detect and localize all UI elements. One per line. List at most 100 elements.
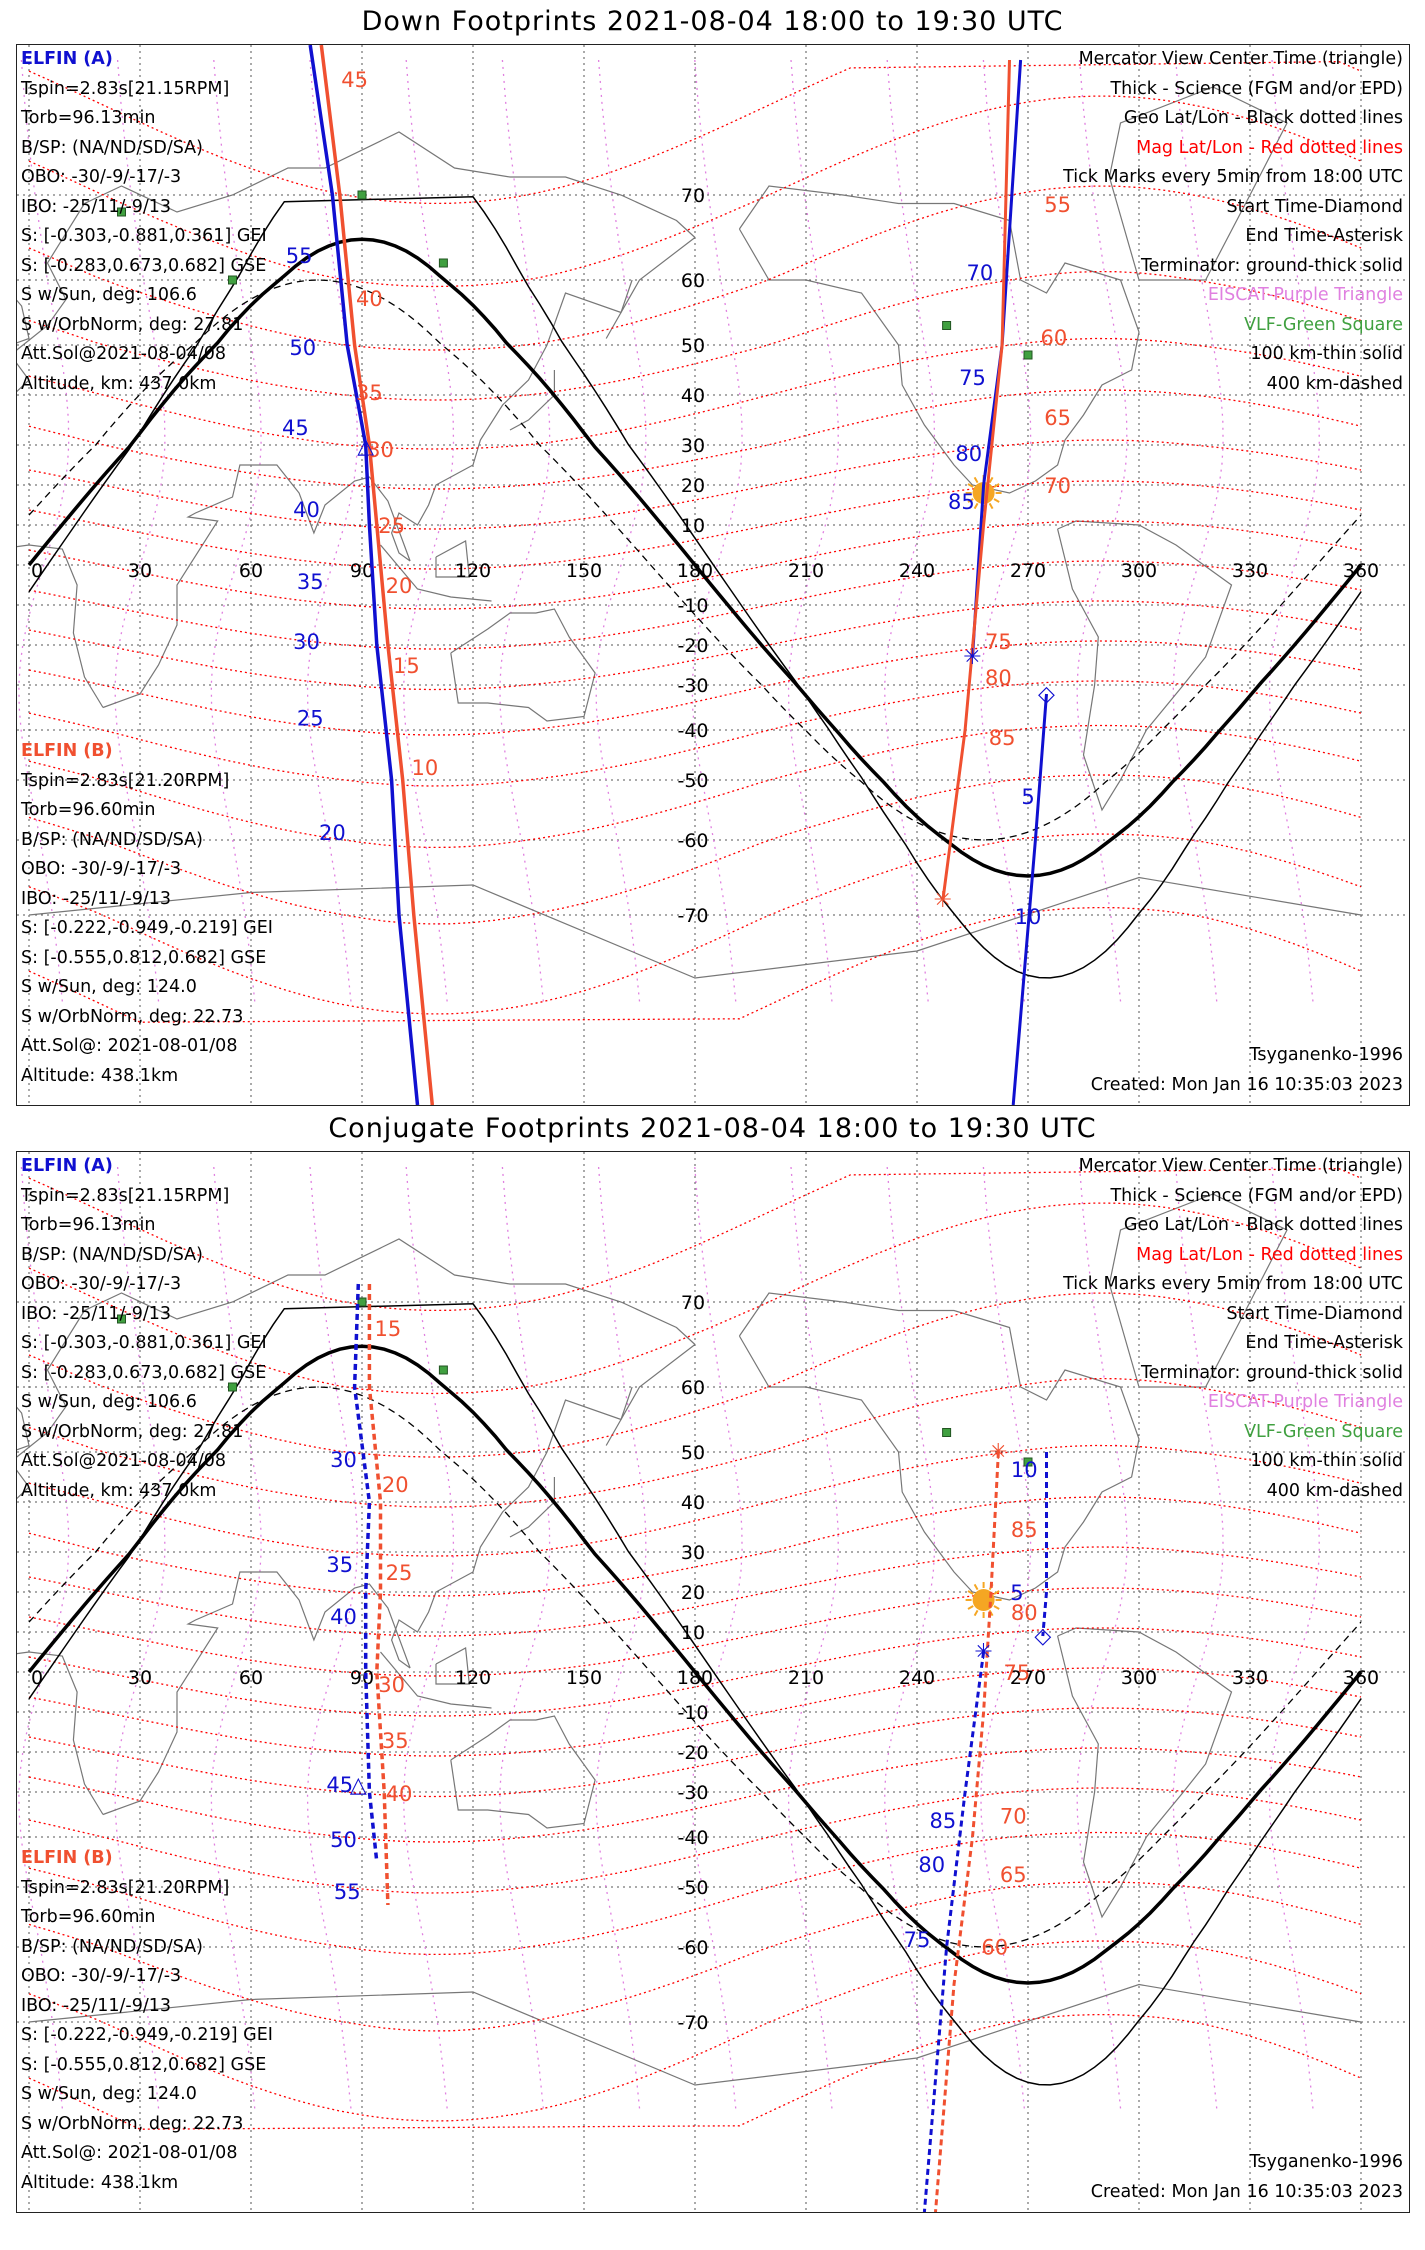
- elfin-b-tick-label: 70: [1000, 1805, 1027, 1829]
- elfin-b-tick-label: 80: [1011, 1601, 1038, 1625]
- elfin-b-ibo: IBO: -25/11/-9/13: [21, 1995, 172, 2016]
- elfin-a-tick-label: 80: [918, 1853, 945, 1877]
- down-coastline: [1057, 520, 1233, 812]
- down-mag-latitude: [28, 560, 1362, 650]
- down-lshell-line: [691, 59, 743, 1006]
- elfin-a-tick-label: 5: [1021, 785, 1034, 809]
- conj-lat-label: 20: [681, 1582, 705, 1604]
- down-lat-label: -50: [677, 770, 708, 792]
- conj-lshell-line: [691, 1166, 743, 2113]
- down-lon-label: 60: [239, 560, 263, 582]
- elfin-a-bsp: B/SP: (NA/ND/SD/SA): [21, 137, 203, 158]
- down-coastline: [102, 464, 411, 709]
- elfin-b-track-west: [319, 45, 435, 1105]
- elfin-a-info-conj: ELFIN (A) Tspin=2.83s[21.15RPM] Torb=96.…: [21, 1152, 267, 1506]
- elfin-a-s-gei: S: [-0.303,-0.881,0.361] GEI: [21, 226, 267, 246]
- conj-mag-latitude: [28, 1747, 1362, 1843]
- elfin-a-attsol: Att.Sol@2021-08-04/08: [21, 344, 226, 364]
- conj-mag-latitude: [28, 1167, 1362, 1312]
- legend-geo-grid: Geo Lat/Lon - Black dotted lines: [1123, 108, 1403, 128]
- conj-lshell-line: [210, 1166, 262, 2113]
- legend-science: Thick - Science (FGM and/or EPD): [1110, 78, 1403, 99]
- elfin-a-tick-label: 85: [948, 490, 975, 514]
- legend-vlf: VLF-Green Square: [1244, 314, 1403, 335]
- down-lat-label: 50: [681, 335, 705, 357]
- conj-mag-latitude: [28, 1707, 1362, 1798]
- down-lat-label: 40: [681, 385, 705, 407]
- elfin-a-tick-label: 25: [297, 707, 324, 731]
- legend-mag-grid: Mag Lat/Lon - Red dotted lines: [1136, 1244, 1403, 1265]
- down-lon-label: 90: [350, 560, 374, 582]
- down-vlf-square: [117, 207, 126, 217]
- elfin-a-conj-track-east: [922, 1651, 986, 2212]
- elfin-a-s-gse: S: [-0.283,0.673,0.682] GSE: [21, 1362, 267, 1383]
- legend-vlf: VLF-Green Square: [1244, 1421, 1403, 1442]
- legend-view-center: Mercator View Center Time (triangle): [1078, 49, 1403, 69]
- down-lon-label: 240: [899, 560, 935, 582]
- conj-vlf-square: [357, 1297, 367, 1307]
- down-coastline: [605, 279, 633, 339]
- down-lon-label: 330: [1232, 560, 1268, 582]
- elfin-a-sun-angle: S w/Sun, deg: 106.6: [21, 285, 197, 305]
- down-lshell-line: [210, 59, 262, 1006]
- conj-lon-label: 270: [1010, 1667, 1046, 1689]
- down-lshell-line: [787, 59, 839, 1006]
- model-label: Tsyganenko-1996: [1249, 1045, 1403, 1065]
- legend-eiscat: EISCAT-Purple Triangle: [1207, 1392, 1403, 1412]
- elfin-a-altitude: Altitude, km: 437.0km: [21, 373, 217, 394]
- conj-coastline: [380, 1651, 492, 1709]
- conj-coastline: [509, 1477, 555, 1538]
- elfin-b-s-gse: S: [-0.555,0.812,0.682] GSE: [21, 2054, 267, 2075]
- down-lon-label: 30: [128, 560, 152, 582]
- down-lon-label: 150: [566, 560, 602, 582]
- conj-lat-label: 70: [681, 1292, 705, 1314]
- down-sun-ray: [993, 483, 1000, 488]
- conj-coastline: [17, 1406, 30, 1451]
- elfin-a-tick-label: 40: [330, 1605, 357, 1629]
- conj-lon-label: 180: [677, 1667, 713, 1689]
- elfin-b-tick-label: 15: [375, 1317, 402, 1341]
- elfin-b-tick-label: 20: [382, 1473, 409, 1497]
- elfin-b-bsp: B/SP: (NA/ND/SD/SA): [21, 829, 203, 850]
- legend-end-time: End Time-Asterisk: [1245, 1333, 1403, 1353]
- elfin-b-obo: OBO: -30/-9/-17/-3: [21, 1966, 182, 1986]
- conj-lat-label: 60: [681, 1377, 705, 1399]
- legend-mag-grid: Mag Lat/Lon - Red dotted lines: [1136, 137, 1403, 158]
- legend-terminator: Terminator: ground-thick solid: [1140, 1362, 1403, 1383]
- conj-lat-label: -60: [677, 1937, 708, 1959]
- legend: Mercator View Center Time (triangle) Thi…: [1063, 45, 1403, 399]
- legend-400km: 400 km-dashed: [1266, 1480, 1403, 1501]
- conj-coastline: [1108, 1193, 1288, 1388]
- elfin-b-torb: Torb=96.60min: [21, 1907, 156, 1927]
- elfin-b-tick-label: 85: [989, 726, 1016, 750]
- conj-coastline: [17, 1238, 696, 1500]
- elfin-a-tick-label: 50: [330, 1828, 357, 1852]
- down-coastline: [1108, 86, 1288, 281]
- elfin-b-tick-label: 10: [412, 756, 439, 780]
- legend-400km: 400 km-dashed: [1266, 373, 1403, 394]
- conj-lon-label: 300: [1121, 1667, 1157, 1689]
- conj-lshell-line: [980, 1166, 1032, 2113]
- elfin-a-conj-track-east-start: [1041, 1452, 1048, 1637]
- down-coastline: [17, 131, 696, 393]
- conjugate-footprints-map: 0 30 60 90 120 150 180 210 240 270 300 330 360 70 60 50…: [16, 1151, 1410, 2213]
- conj-lon-label: 0: [31, 1667, 43, 1689]
- conj-lon-label: 120: [455, 1667, 491, 1689]
- conj-lat-label: -20: [677, 1742, 708, 1764]
- elfin-a-end-asterisk: ✳: [974, 1640, 992, 1665]
- legend-geo-grid: Geo Lat/Lon - Black dotted lines: [1123, 1215, 1403, 1235]
- conj-lon-label: 240: [899, 1667, 935, 1689]
- elfin-a-center-triangle: △: [350, 1773, 367, 1798]
- conj-lat-label: -50: [677, 1877, 708, 1899]
- elfin-a-torb: Torb=96.13min: [21, 1215, 156, 1235]
- conj-vlf-square: [438, 1365, 448, 1375]
- elfin-b-tick-label: 30: [367, 438, 394, 462]
- down-mag-latitude: [28, 833, 1362, 1015]
- elfin-a-tick-label: 75: [904, 1928, 931, 1952]
- conj-lon-label: 90: [350, 1667, 374, 1689]
- elfin-b-tick-label: 30: [378, 1673, 405, 1697]
- elfin-a-info: ELFIN (A) Tspin=2.83s[21.15RPM] Torb=96.…: [21, 45, 267, 399]
- conj-vlf-square: [942, 1428, 952, 1437]
- elfin-a-tick-label: 45: [282, 416, 309, 440]
- conj-lon-label: 210: [788, 1667, 824, 1689]
